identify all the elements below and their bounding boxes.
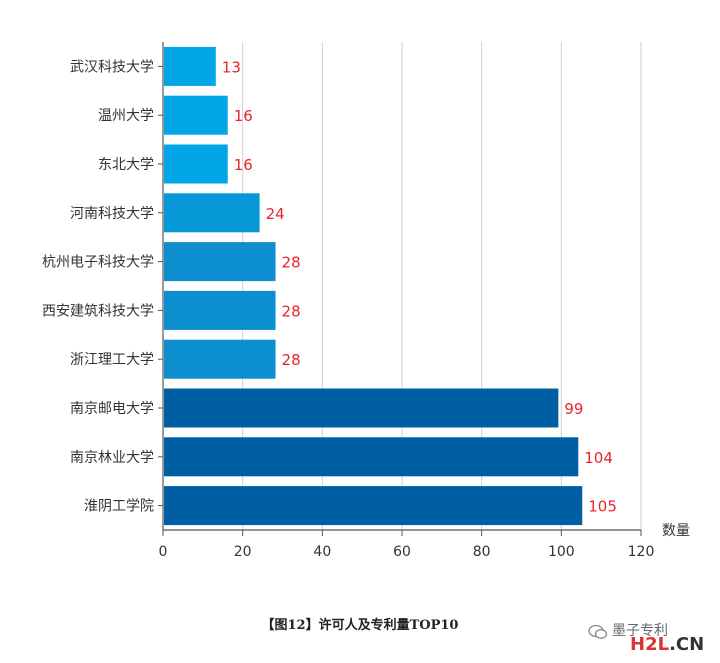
category-label: 南京林业大学 xyxy=(70,450,154,466)
value-label: 16 xyxy=(234,107,253,125)
x-axis: 0 20 40 60 80 100 120 xyxy=(158,42,654,560)
category-labels: 武汉科技大学温州大学东北大学河南科技大学杭州电子科技大学西安建筑科技大学浙江理工… xyxy=(42,59,154,514)
x-tick-label: 60 xyxy=(393,544,411,560)
bar xyxy=(164,437,579,477)
category-label: 杭州电子科技大学 xyxy=(42,255,154,271)
x-tick-label: 0 xyxy=(159,544,168,560)
bar xyxy=(164,193,260,233)
category-label: 武汉科技大学 xyxy=(70,59,154,75)
value-label: 28 xyxy=(282,254,301,272)
category-label: 淮阴工学院 xyxy=(84,499,154,515)
value-label: 16 xyxy=(234,156,253,174)
bar xyxy=(164,144,228,184)
x-axis-label: 数量 xyxy=(662,523,690,539)
watermark-text: 墨子专利 xyxy=(612,623,668,639)
category-label: 南京邮电大学 xyxy=(70,401,154,417)
value-label: 24 xyxy=(266,205,285,223)
value-label: 13 xyxy=(222,58,241,76)
bars-group xyxy=(164,46,583,526)
value-labels: 13 16 16 24 28 28 28 99 104 105 xyxy=(222,58,617,515)
x-tick-label: 40 xyxy=(313,544,331,560)
bar xyxy=(164,486,583,526)
category-label: 河南科技大学 xyxy=(70,206,154,222)
h2l-logo: H2L.CN xyxy=(630,634,705,655)
bar-chart: 武汉科技大学温州大学东北大学河南科技大学杭州电子科技大学西安建筑科技大学浙江理工… xyxy=(42,42,690,560)
bar xyxy=(164,46,216,86)
wechat-icon xyxy=(588,624,608,639)
category-label: 浙江理工大学 xyxy=(70,352,154,368)
x-tick-label: 120 xyxy=(628,544,655,560)
category-label: 东北大学 xyxy=(98,157,154,173)
category-label: 温州大学 xyxy=(98,108,154,124)
x-tick-label: 80 xyxy=(473,544,491,560)
bar xyxy=(164,95,228,135)
bar xyxy=(164,290,276,330)
value-label: 105 xyxy=(588,498,617,516)
bar xyxy=(164,242,276,282)
value-label: 28 xyxy=(282,302,301,320)
value-label: 99 xyxy=(564,400,583,418)
figure-caption: 【图12】许可人及专利量TOP10 xyxy=(261,618,459,633)
value-label: 28 xyxy=(282,351,301,369)
x-tick-label: 20 xyxy=(234,544,252,560)
x-tick-label: 100 xyxy=(548,544,575,560)
category-label: 西安建筑科技大学 xyxy=(42,303,154,319)
watermark: 墨子专利 H2L.CN xyxy=(588,620,718,660)
bar xyxy=(164,339,276,379)
bar xyxy=(164,388,559,428)
value-label: 104 xyxy=(584,449,613,467)
